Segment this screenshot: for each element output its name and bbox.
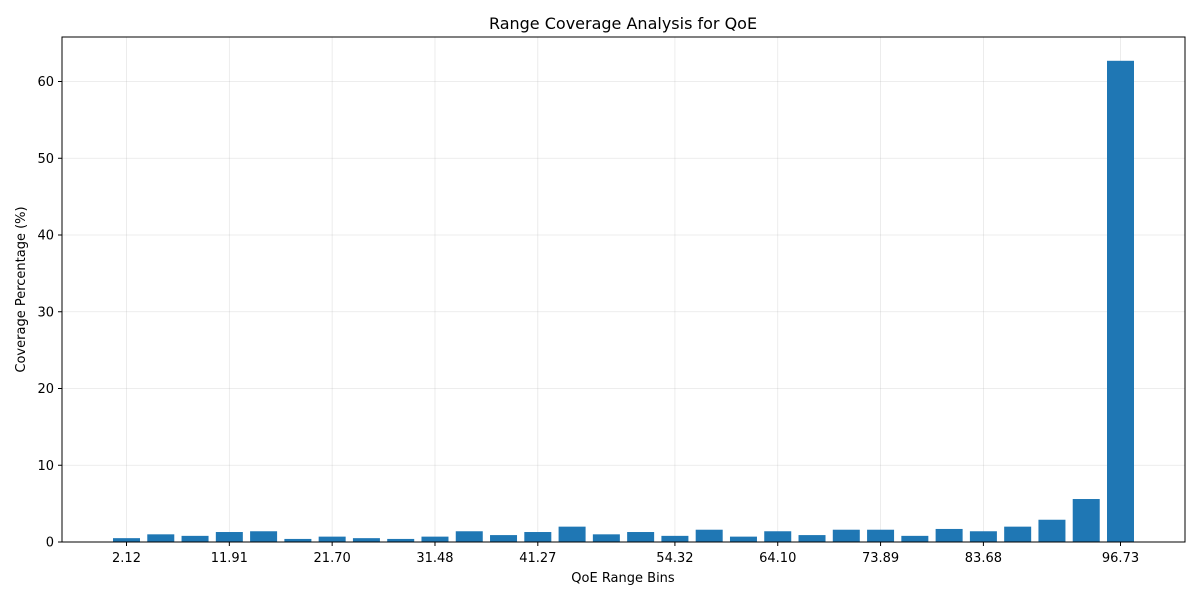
bar: [1004, 526, 1032, 542]
bar: [558, 526, 586, 542]
x-tick-label: 64.10: [759, 551, 796, 566]
bar: [592, 534, 620, 542]
bar: [832, 529, 860, 542]
y-tick-label: 50: [37, 152, 54, 167]
y-tick-label: 30: [37, 305, 54, 320]
x-tick-label: 11.91: [211, 551, 248, 566]
bar: [524, 532, 552, 542]
bar: [250, 531, 278, 542]
bar: [798, 535, 826, 542]
bar: [284, 538, 312, 542]
bar: [181, 535, 209, 542]
y-tick-label: 20: [37, 382, 54, 397]
chart-title: Range Coverage Analysis for QoE: [489, 14, 757, 33]
x-tick-label: 73.89: [862, 551, 899, 566]
bar: [421, 536, 449, 542]
bar: [935, 528, 963, 542]
x-tick-label: 96.73: [1102, 551, 1139, 566]
bar: [627, 532, 655, 542]
x-axis-label: QoE Range Bins: [571, 571, 675, 586]
bars: [113, 60, 1134, 542]
bar: [147, 534, 175, 542]
bar: [113, 538, 140, 542]
bar: [215, 532, 243, 542]
x-tick-label: 21.70: [314, 551, 351, 566]
bar: [969, 531, 997, 542]
x-tick-label: 31.48: [416, 551, 453, 566]
x-tick-label: 2.12: [112, 551, 141, 566]
y-tick-label: 40: [37, 229, 54, 244]
bar: [455, 531, 483, 542]
grid: [62, 37, 1185, 543]
bar: [661, 535, 689, 542]
bar: [867, 529, 895, 542]
y-tick-label: 60: [37, 75, 54, 90]
x-axis-ticks: 2.12 11.91 21.70 31.48 41.27 54.32 64.10 73.89 8…: [112, 542, 1139, 566]
y-axis-ticks: 0 10 20 30 40 50 60: [37, 75, 62, 551]
bar: [764, 531, 792, 542]
bar: [387, 538, 415, 542]
x-tick-label: 41.27: [519, 551, 556, 566]
bar: [1072, 499, 1100, 542]
x-tick-label: 83.68: [965, 551, 1002, 566]
plot-frame: [61, 36, 1186, 543]
y-tick-label: 0: [46, 536, 54, 551]
bar: [352, 538, 380, 542]
bar: [318, 536, 346, 542]
bar: [490, 535, 518, 542]
bar: [901, 535, 929, 542]
bar: [1107, 60, 1134, 542]
x-tick-label: 54.32: [656, 551, 693, 566]
bar: [729, 536, 757, 542]
bar: [695, 529, 723, 542]
y-axis-label: Coverage Percentage (%): [14, 206, 29, 372]
bar: [1038, 519, 1066, 542]
y-tick-label: 10: [37, 459, 54, 474]
